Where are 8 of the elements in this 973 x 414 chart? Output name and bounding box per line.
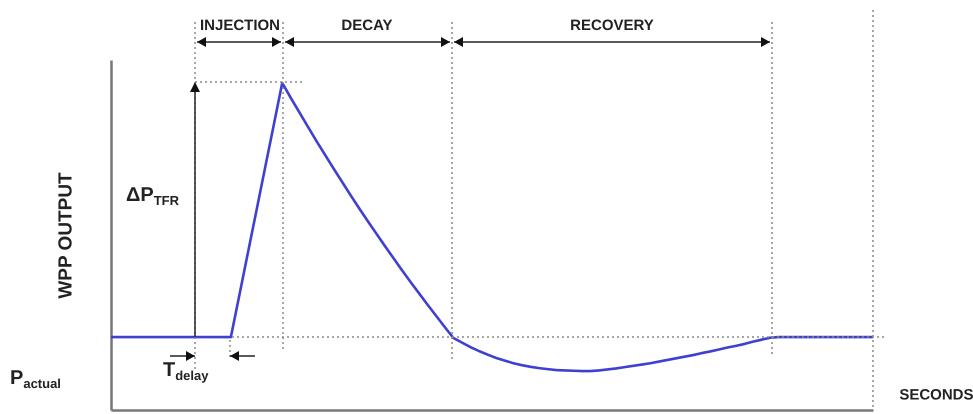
annotation: ΔP$_{TFR}$ (126, 184, 179, 208)
text: DECAY (341, 17, 393, 34)
text: INJECTION (200, 17, 280, 34)
annotation: T$_{delay}$ (163, 359, 208, 383)
y-axis-title: WPP OUTPUT (56, 172, 76, 299)
text: RECOVERY (570, 17, 654, 34)
x-axis-title: SECONDS (899, 386, 973, 404)
text: P$_{actual}$ (10, 367, 61, 391)
